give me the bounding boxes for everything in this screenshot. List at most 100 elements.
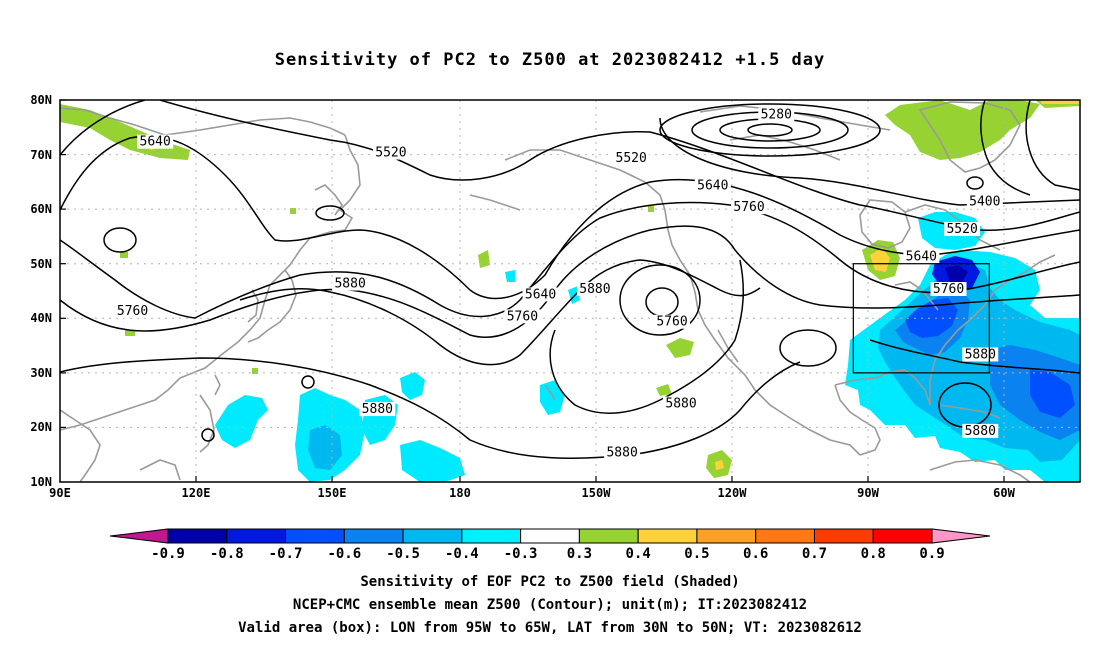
colorbar-segment [755,528,815,544]
lon-label: 90W [857,486,879,500]
shade-yellow-hudson [870,248,890,272]
lat-label: 30N [30,366,52,380]
coast-japan [247,269,297,343]
lon-label: 90E [49,486,71,500]
contour-5280-ring1 [659,103,881,157]
colorbar-tick-label: 0.5 [684,546,709,562]
contour-5880-wpac [301,375,315,389]
shade-navy-core [945,265,968,282]
colorbar-segment [637,528,698,544]
colorbar-tick-label: 0.6 [743,546,768,562]
shade-green-pac1 [666,338,694,358]
coast-asia-east [60,134,361,431]
contour-5400 [659,117,1080,206]
contour-label: 5640 [906,249,937,264]
contour-label: 5400 [969,195,1000,210]
contour-label: 5640 [697,178,728,193]
coast-labrador [904,204,1001,251]
contour-5760-eastpac [779,329,837,367]
shade-blue-core [905,298,958,338]
shade-green-small2 [120,252,128,258]
map-frame [59,99,1081,483]
contour-label-bg [694,178,731,193]
contour-label: 5520 [616,151,647,166]
contour-5880-luzon [201,428,215,442]
colorbar-segment [578,528,639,544]
shade-cyan-wpac4 [400,372,425,400]
contour-label: 5880 [606,446,637,461]
coast-philippines [199,394,215,453]
contour-5880d [549,259,745,414]
coast-alaska [504,149,673,246]
colorbar-tick-label: -0.9 [151,546,185,562]
colorbar-tick-label: 0.4 [626,546,651,562]
contour-5640 [60,135,1080,300]
contour-label-bg [372,145,409,160]
z500-contours [60,100,1080,459]
coast-caribbean [939,404,1001,419]
colorbar-segment [343,528,404,544]
contour-label-bg [359,402,396,417]
colorbar-segment [872,528,933,544]
colorbar-tick-label: -0.6 [327,546,361,562]
caption-shading: Sensitivity of EOF PC2 to Z500 field (Sh… [360,574,740,590]
contour-label-bg [758,107,795,122]
map-title: Sensitivity of PC2 to Z500 at 2023082412… [274,50,826,70]
colorbar-segment [520,528,580,544]
lat-label: 40N [30,311,52,325]
contour-5280-ring4 [747,123,793,137]
lon-label: 60W [993,486,1015,500]
coast-great-lakes [894,281,939,311]
contour-label-bg [966,194,1003,209]
contour-5400-greenland [966,176,984,190]
colorbar-tick-label: 0.7 [802,546,827,562]
contour-label: 5880 [334,277,365,292]
shade-cyan-wpac1 [215,395,268,448]
shade-green-pac2 [656,384,672,396]
contour-label-bg [613,151,650,166]
colorbar-segment [813,528,874,544]
contour-5880c [869,339,1080,374]
coast-sa-north [929,459,1031,482]
coast-baja [717,329,739,363]
contour-label-bg [663,396,700,411]
colorbar-tick-label: -0.3 [504,546,538,562]
contour-label-bg [137,134,174,149]
contour-5520-okhotsk [315,205,345,221]
coast-gulf [834,369,931,406]
contour-label: 5760 [933,282,964,297]
colorbar-high-arrow [931,528,991,544]
lat-label: 20N [30,420,52,434]
contour-label-bg [332,276,369,291]
shade-blue-atl-core [1030,370,1075,418]
contour-label-bg [731,200,768,215]
colorbar-tick-label: -0.5 [386,546,420,562]
colorbar-tick-label: 0.9 [919,546,944,562]
colorbar-segment [285,528,345,544]
contour-labels: 5280 5520 5520 5640 5640 5760 5400 5520 5640 5760… [114,107,1003,461]
colorbar-tick-label: -0.4 [445,546,479,562]
lon-label: 120E [182,486,211,500]
coast-na-east [929,254,1056,405]
contour-label-bg [944,221,981,236]
contour-label: 5760 [507,309,538,324]
contour-label: 5760 [733,200,764,215]
contour-label-bg [654,314,690,329]
contour-5400-east [980,100,1031,196]
contour-5880b [60,357,801,459]
contour-label: 5640 [140,135,171,150]
graticule [60,100,1080,482]
lon-label: 120W [718,486,748,500]
caption-valid-area: Valid area (box): LON from 95W to 65W, L… [238,620,862,636]
contour-label-bg [522,287,559,302]
contour-5760b [60,225,1080,338]
colorbar-tick-label: -0.8 [210,546,244,562]
contour-5760-low [619,264,701,336]
contour-label: 5520 [946,222,977,237]
contour-label-bg [114,303,151,318]
contour-label: 5880 [362,402,393,417]
coast-hudson [859,199,911,249]
contour-label: 5880 [965,424,996,439]
longitude-labels: 90E 120E 150E 180 150W 120W 90W 60W [49,486,1015,500]
